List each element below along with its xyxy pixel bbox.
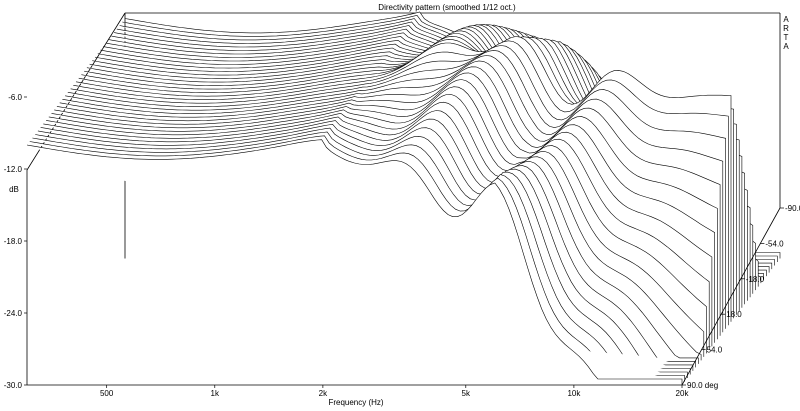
z-tick-label: -54.0: [765, 239, 784, 248]
y-tick-label: -30.0: [4, 381, 23, 390]
z-tick-label: -90.0: [785, 204, 800, 213]
x-tick-label: 20k: [676, 389, 690, 398]
watermark-letter: A: [783, 15, 789, 24]
chart-title: Directivity pattern (smoothed 1/12 oct.): [378, 3, 516, 12]
x-tick-label: 1k: [211, 389, 220, 398]
trace-angle-90: [26, 139, 683, 385]
watermark-letter: R: [783, 24, 789, 33]
x-axis-label: Frequency (Hz): [328, 398, 383, 407]
z-tick-label: 54.0: [707, 346, 723, 355]
response-traces: [26, 11, 781, 385]
z-axis-line: [681, 207, 781, 386]
z-tick-label: 90.0 deg: [687, 381, 718, 390]
y-tick-label: -24.0: [4, 309, 23, 318]
y-axis-label: dB: [9, 185, 19, 194]
z-tick-label: 18.0: [726, 310, 742, 319]
z-tick-label: -18.0: [746, 275, 765, 284]
y-tick-label: -6.0: [8, 93, 22, 102]
x-tick-label: 2k: [319, 389, 328, 398]
y-tick-label: -18.0: [4, 237, 23, 246]
y-tick-label: -12.0: [4, 165, 23, 174]
axes: 500 1k 2k 5k 10k 20k -6.0 -12.0 -18.0 -24.0 -30.0 9…: [4, 93, 800, 398]
x-tick-label: 5k: [462, 389, 471, 398]
x-tick-label: 500: [100, 389, 114, 398]
x-tick-label: 10k: [567, 389, 581, 398]
watermark-letter: A: [783, 42, 789, 51]
watermark-letter: T: [784, 33, 789, 42]
